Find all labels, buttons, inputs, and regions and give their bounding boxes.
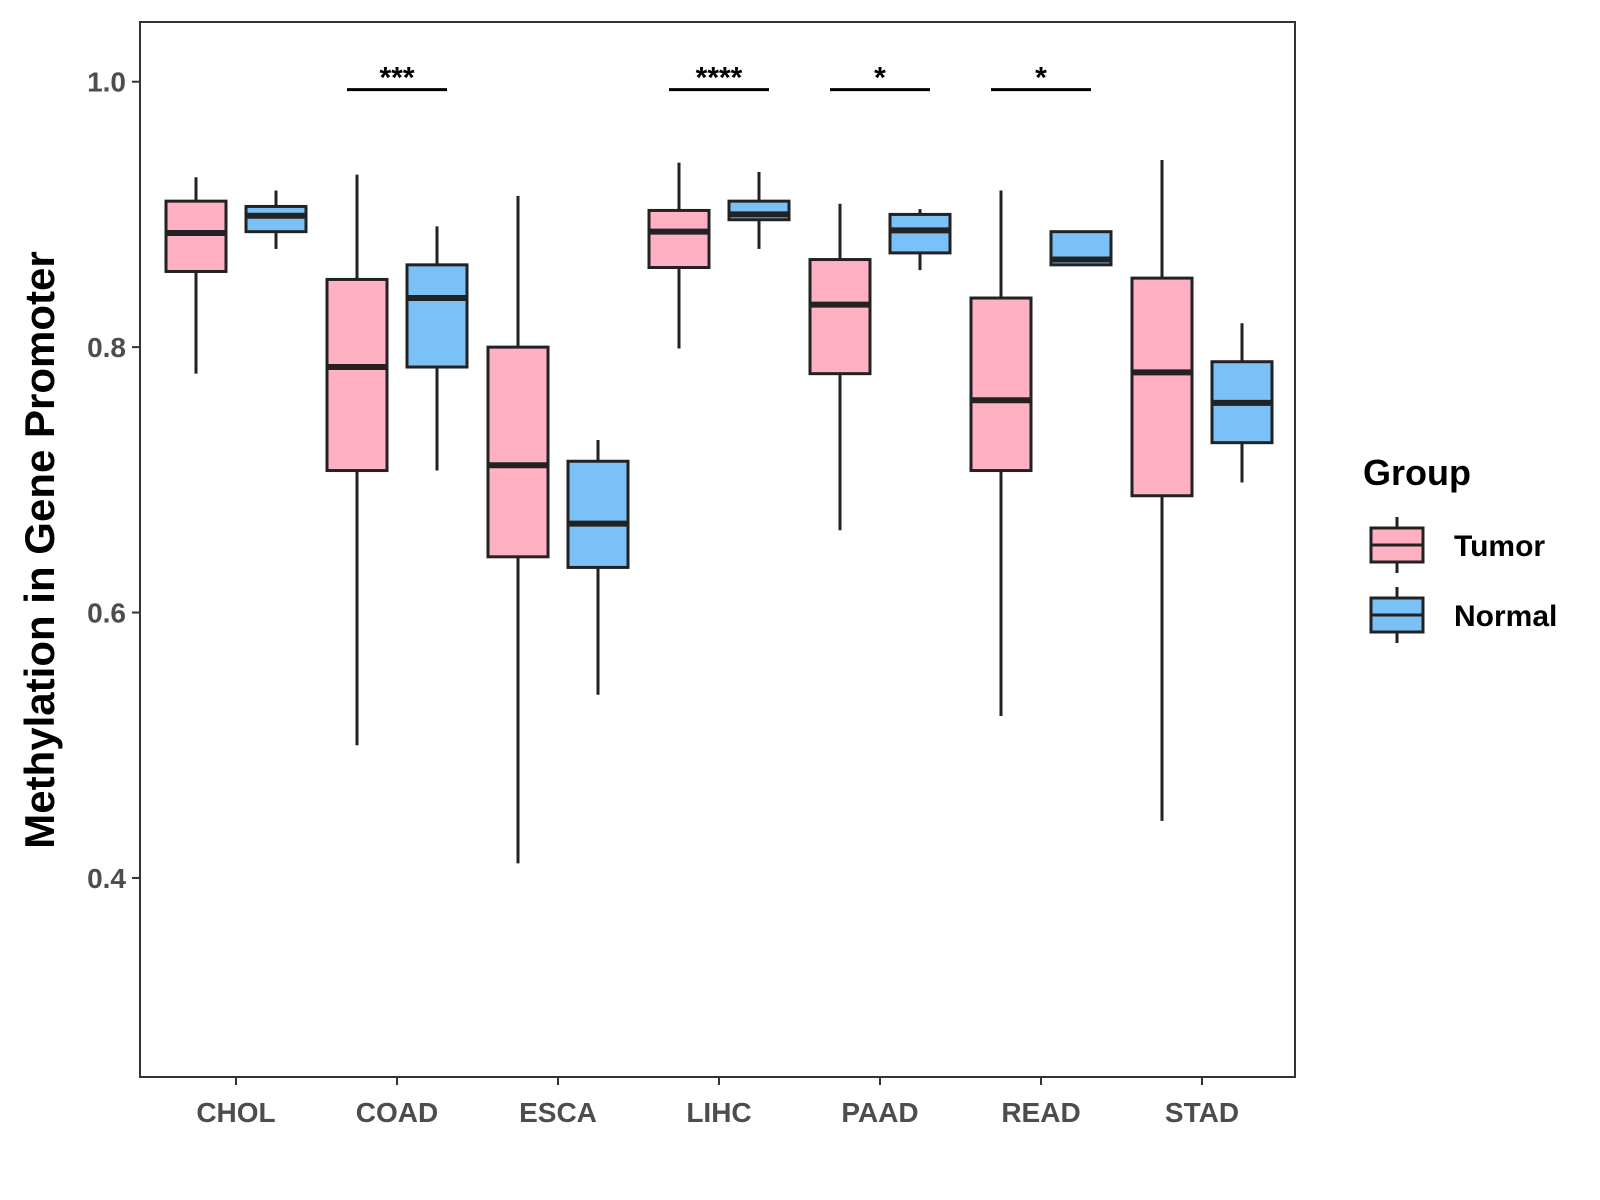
significance-read: * xyxy=(991,62,1091,95)
significance-label: **** xyxy=(696,62,743,95)
box-normal-coad xyxy=(405,226,469,471)
box-tumor-esca xyxy=(486,195,550,864)
significance-lihc: **** xyxy=(669,62,769,95)
box-tumor-stad xyxy=(1130,160,1194,821)
x-tick-label-stad: STAD xyxy=(1165,1097,1239,1128)
y-tick-label: 0.6 xyxy=(87,598,126,629)
significance-label: * xyxy=(874,62,886,95)
box-normal-chol xyxy=(244,190,308,249)
legend-title: Group xyxy=(1363,452,1471,493)
box-normal-read xyxy=(1049,230,1113,267)
box-body xyxy=(647,208,711,270)
legend-entry-normal: Normal xyxy=(1369,587,1557,643)
box-tumor-lihc xyxy=(647,162,711,349)
box-body xyxy=(405,263,469,369)
box-tumor-chol xyxy=(164,177,228,374)
y-tick-label: 1.0 xyxy=(87,67,126,98)
x-axis: CHOL COAD ESCA LIHC PAAD READ STAD xyxy=(196,1077,1239,1128)
significance-coad: *** xyxy=(347,62,447,95)
box-body xyxy=(486,345,550,559)
box-tumor-read xyxy=(969,190,1033,717)
significance-label: * xyxy=(1035,62,1047,95)
x-tick-label-lihc: LIHC xyxy=(686,1097,751,1128)
y-tick-label: 0.8 xyxy=(87,332,126,363)
x-tick-label-read: READ xyxy=(1001,1097,1080,1128)
legend-entries: Tumor Normal xyxy=(1369,517,1557,643)
legend: Group Tumor Normal xyxy=(1363,452,1557,643)
box-tumor-coad xyxy=(325,174,389,746)
y-axis: 0.4 0.6 0.8 1.0 xyxy=(87,67,140,894)
box-tumor-paad xyxy=(808,203,872,531)
box-normal-paad xyxy=(888,209,952,271)
y-tick-label: 0.4 xyxy=(87,863,126,894)
box-normal-stad xyxy=(1210,323,1274,483)
box-body xyxy=(566,459,630,569)
x-tick-label-esca: ESCA xyxy=(519,1097,597,1128)
plot-panel xyxy=(139,21,1296,1078)
box-normal-lihc xyxy=(727,171,791,249)
box-body xyxy=(1130,276,1194,498)
box-normal-esca xyxy=(566,440,630,695)
box-body xyxy=(244,204,308,234)
legend-label: Normal xyxy=(1454,600,1557,633)
significance-annotations: *** **** * * xyxy=(347,62,1091,95)
x-tick-label-chol: CHOL xyxy=(196,1097,275,1128)
box-body xyxy=(808,258,872,376)
box-body xyxy=(164,199,228,273)
box-body xyxy=(969,296,1033,473)
box-body xyxy=(325,277,389,473)
x-tick-label-coad: COAD xyxy=(356,1097,438,1128)
box-series xyxy=(164,160,1274,864)
y-axis-label: Methylation in Gene Promoter xyxy=(16,251,63,848)
x-tick-label-paad: PAAD xyxy=(841,1097,918,1128)
legend-entry-tumor: Tumor xyxy=(1369,517,1545,573)
legend-label: Tumor xyxy=(1454,530,1545,563)
box-body xyxy=(888,212,952,255)
significance-paad: * xyxy=(830,62,930,95)
significance-label: *** xyxy=(379,62,414,95)
